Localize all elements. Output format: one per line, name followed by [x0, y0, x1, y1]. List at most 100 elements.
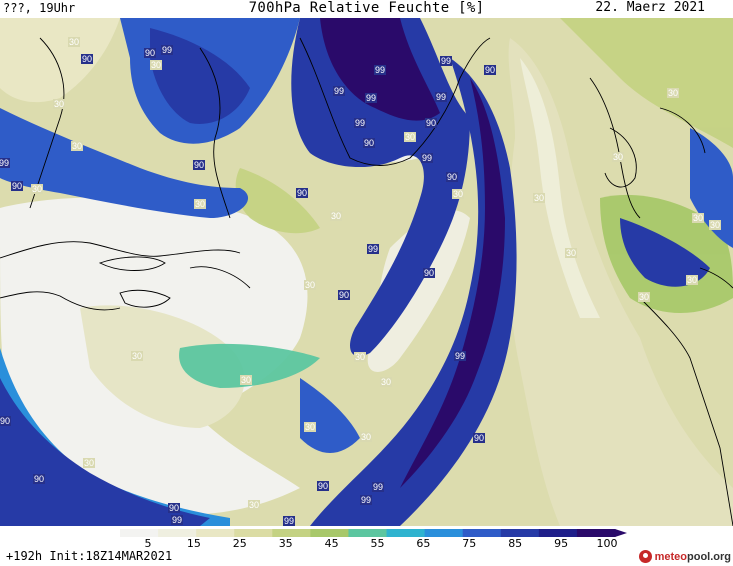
contour-label-box [296, 188, 308, 198]
contour-label-box [709, 220, 721, 230]
contour-label-box [367, 244, 379, 254]
contour-label-box [330, 211, 342, 221]
contour-label-box [533, 193, 545, 203]
contour-label: 99 [441, 56, 451, 66]
contour-label: 30 [69, 37, 79, 47]
contour-label-box [304, 422, 316, 432]
contour-label-box [68, 37, 80, 47]
legend-area: 5 15 25 35 45 55 65 75 85 95 100 +192h Init:18Z14M… [0, 526, 733, 566]
contour-label-box [372, 482, 384, 492]
contour-label-box [0, 158, 10, 168]
brand-part-c: .org [710, 550, 731, 563]
contour-label-box [363, 138, 375, 148]
contour-label-box [360, 495, 372, 505]
contour-label-box [248, 500, 260, 510]
contour-label-box [33, 474, 45, 484]
contour-label: 90 [145, 48, 155, 58]
contour-label: 30 [331, 211, 341, 221]
contour-label: 99 [0, 158, 9, 168]
colorbar-swatch [120, 529, 159, 537]
colorbar-tick-label: 5 [145, 537, 152, 548]
contour-label-box [423, 268, 435, 278]
contour-label: 90 [169, 503, 179, 513]
contour-label-box [365, 93, 377, 103]
contour-label: 30 [693, 213, 703, 223]
contour-label: 90 [485, 65, 495, 75]
contour-label: 99 [361, 495, 371, 505]
map-title: 700hPa Relative Feuchte [%] [248, 0, 485, 16]
contour-label-box [354, 118, 366, 128]
contour-label: 30 [84, 458, 94, 468]
contour-label: 30 [405, 132, 415, 142]
contour-label: 99 [284, 516, 294, 526]
brand-part-a: meteo [654, 550, 687, 563]
colorbar-swatch [234, 529, 273, 537]
contour-label-box [161, 45, 173, 55]
colorbar-swatch [386, 529, 426, 537]
contour-label-box [612, 152, 624, 162]
contour-label-box [317, 481, 329, 491]
contour-label: 99 [172, 515, 182, 525]
contour-label: 30 [54, 99, 64, 109]
contour-label: 90 [424, 268, 434, 278]
brand-part-b: pool [687, 550, 711, 563]
contour-label-box [404, 132, 416, 142]
colorbar-swatch [424, 529, 464, 537]
contour-label-box [425, 118, 437, 128]
contour-label-box [421, 153, 433, 163]
contour-label-box [638, 292, 650, 302]
contour-label-box [193, 160, 205, 170]
brand-logo[interactable]: meteo pool .org [638, 550, 731, 563]
contour-label: 30 [151, 60, 161, 70]
colorbar-tick-label: 25 [233, 537, 247, 548]
colorbar-swatch [196, 529, 235, 537]
contour-label-box [53, 99, 65, 109]
colorbar-swatch [500, 529, 540, 537]
contour-label-box [686, 275, 698, 285]
contour-label-box [304, 280, 316, 290]
contour-label: 30 [241, 375, 251, 385]
contour-label-box [131, 351, 143, 361]
colorbar: 5 15 25 35 45 55 65 75 85 95 100 [120, 529, 627, 548]
contour-label: 30 [361, 432, 371, 442]
contour-label: 99 [368, 244, 378, 254]
contour-label: 90 [0, 416, 10, 426]
colorbar-tick-label: 35 [279, 537, 293, 548]
colorbar-swatch [272, 529, 311, 537]
contour-label-box [360, 432, 372, 442]
header-left-label: ???, 19Uhr [3, 1, 76, 15]
contour-label-box [31, 184, 43, 194]
contour-label: 30 [639, 292, 649, 302]
contour-label: 99 [162, 45, 172, 55]
contour-label: 90 [12, 181, 22, 191]
colorbar-swatch [158, 529, 197, 537]
contour-label: 99 [455, 351, 465, 361]
colorbar-swatch [576, 529, 616, 537]
contour-label: 30 [668, 88, 678, 98]
contour-label: 99 [375, 65, 385, 75]
contour-label-box [168, 503, 180, 513]
contour-label: 30 [32, 184, 42, 194]
contour-label: 99 [373, 482, 383, 492]
colorbar-swatch [462, 529, 502, 537]
contour-label: 90 [82, 54, 92, 64]
colorbar-tick-label: 95 [554, 537, 568, 548]
contour-label: 90 [34, 474, 44, 484]
colorbar-tick-label: 100 [597, 537, 618, 548]
coastlines [0, 37, 733, 526]
contour-label: 99 [436, 92, 446, 102]
contour-label-box [150, 60, 162, 70]
contour-label-box [194, 199, 206, 209]
map-date: 22. Maerz 2021 [595, 0, 705, 15]
contour-label: 30 [566, 248, 576, 258]
contour-label: 99 [422, 153, 432, 163]
contour-label: 30 [195, 199, 205, 209]
contour-label-box [446, 172, 458, 182]
contour-label: 30 [381, 377, 391, 387]
contour-label: 30 [132, 351, 142, 361]
contour-label-box [144, 48, 156, 58]
contour-label-box [333, 86, 345, 96]
contour-label-box [435, 92, 447, 102]
